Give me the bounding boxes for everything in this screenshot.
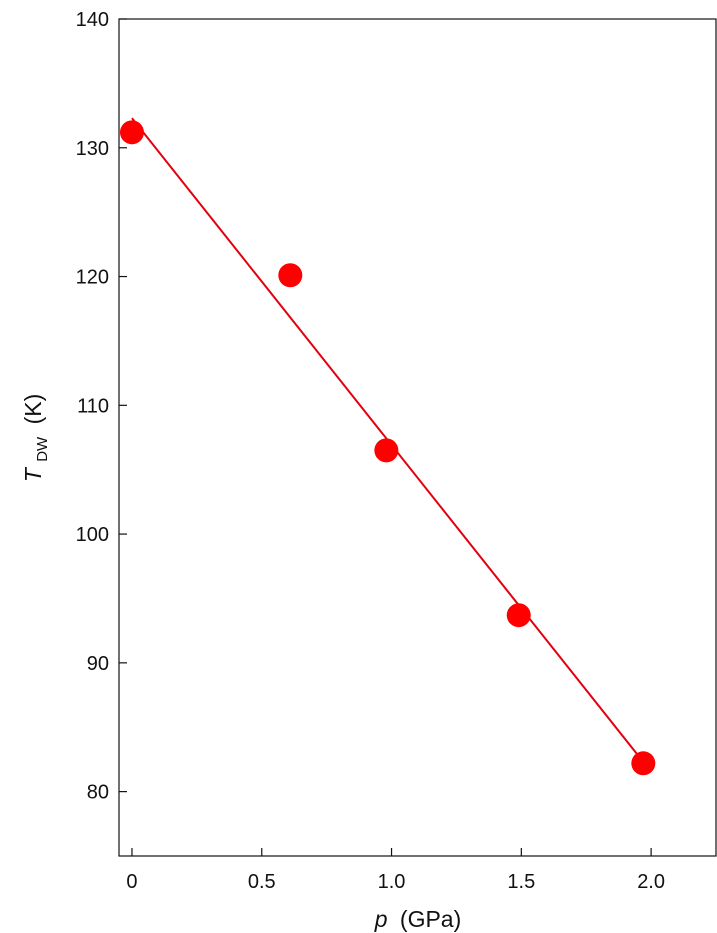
y-tick-label: 100 bbox=[76, 524, 109, 546]
y-axis-unit: (K) bbox=[20, 394, 46, 425]
y-tick-label: 120 bbox=[76, 267, 109, 289]
y-tick-label: 110 bbox=[77, 395, 109, 417]
y-tick-label: 80 bbox=[87, 782, 109, 804]
data-point bbox=[506, 603, 531, 628]
y-axis-title: T DW (K) bbox=[20, 394, 52, 483]
x-axis-symbol: p bbox=[374, 906, 388, 932]
x-tick-label: 0 bbox=[126, 871, 137, 893]
y-axis-subscript: DW bbox=[34, 436, 51, 462]
y-axis-symbol: T bbox=[20, 466, 46, 482]
x-axis-unit: (GPa) bbox=[400, 906, 461, 932]
x-tick-label: 1.0 bbox=[378, 871, 406, 893]
x-tick-label: 1.5 bbox=[507, 871, 535, 893]
data-points bbox=[119, 120, 656, 776]
data-point bbox=[374, 438, 399, 463]
x-tick-label: 0.5 bbox=[248, 871, 276, 893]
y-tick-label: 130 bbox=[76, 138, 109, 160]
data-point bbox=[278, 263, 303, 288]
x-tick-label: 2.0 bbox=[637, 871, 665, 893]
y-tick-label: 90 bbox=[87, 653, 109, 675]
y-axis-ticks: 80 90 100 110 120 130 140 bbox=[76, 9, 127, 804]
plot-frame bbox=[118, 18, 717, 857]
y-tick-label: 140 bbox=[76, 9, 109, 31]
data-point bbox=[631, 751, 656, 776]
data-point bbox=[119, 120, 144, 145]
x-axis-ticks: 0 0.5 1.0 1.5 2.0 bbox=[126, 848, 665, 893]
x-axis-title: p (GPa) bbox=[374, 906, 462, 932]
